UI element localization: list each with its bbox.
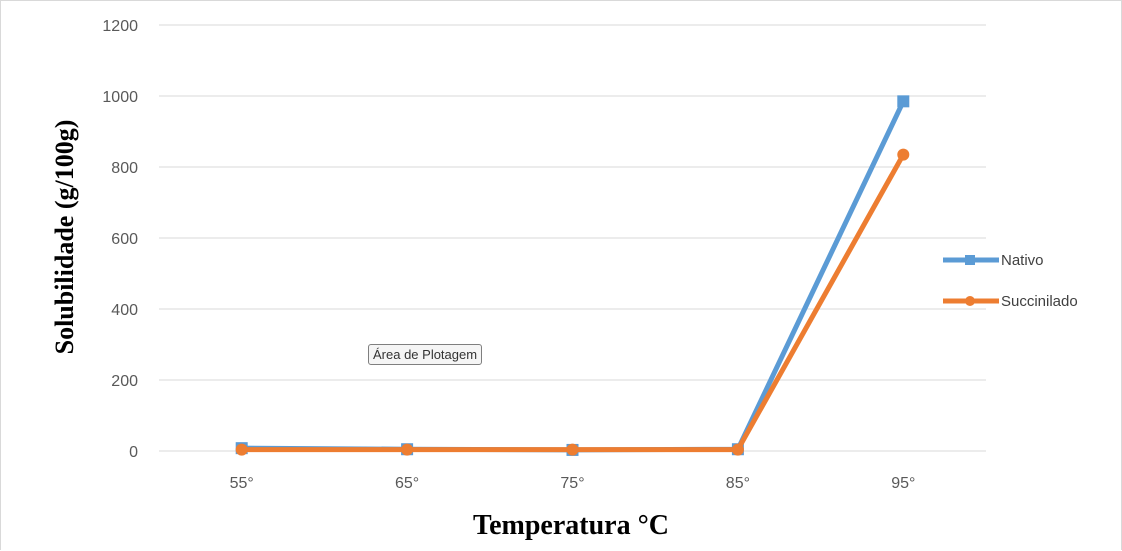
x-tick-label: 55° (230, 475, 254, 492)
legend-marker (965, 255, 975, 265)
y-axis-tick-labels: 0 200 400 600 800 1000 1200 (102, 18, 138, 461)
x-tick-label: 75° (560, 475, 584, 492)
gridlines (159, 24, 986, 452)
x-tick-label: 65° (395, 475, 419, 492)
series-succinilado (235, 148, 910, 456)
data-point (731, 443, 744, 456)
legend-item-nativo: Nativo (943, 252, 1044, 269)
series-nativo (235, 95, 910, 456)
legend-label: Succinilado (1001, 293, 1078, 310)
y-tick-label: 800 (111, 160, 138, 177)
y-tick-label: 600 (111, 231, 138, 248)
data-point (401, 443, 414, 456)
legend-item-succinilado: Succinilado (943, 293, 1078, 310)
legend-label: Nativo (1001, 252, 1044, 269)
plot-area-tooltip: Área de Plotagem (368, 344, 483, 365)
series-line (239, 98, 906, 453)
y-axis-title: Solubilidade (g/100g) (50, 120, 79, 355)
y-tick-label: 1000 (102, 89, 138, 106)
data-point (897, 148, 910, 161)
legend: Nativo Succinilado (943, 252, 1078, 310)
y-tick-label: 0 (129, 444, 138, 461)
x-tick-label: 95° (891, 475, 915, 492)
y-tick-label: 200 (111, 373, 138, 390)
x-tick-label: 85° (726, 475, 750, 492)
x-axis-title: Temperatura °C (473, 510, 669, 541)
y-tick-label: 400 (111, 302, 138, 319)
data-point (566, 443, 579, 456)
plot-series (235, 95, 910, 456)
data-point (235, 443, 248, 456)
y-tick-label: 1200 (102, 18, 138, 35)
legend-marker (965, 296, 975, 306)
series-line (239, 152, 906, 453)
data-point (897, 95, 910, 108)
x-axis-tick-labels: 55° 65° 75° 85° 95° (230, 475, 916, 492)
